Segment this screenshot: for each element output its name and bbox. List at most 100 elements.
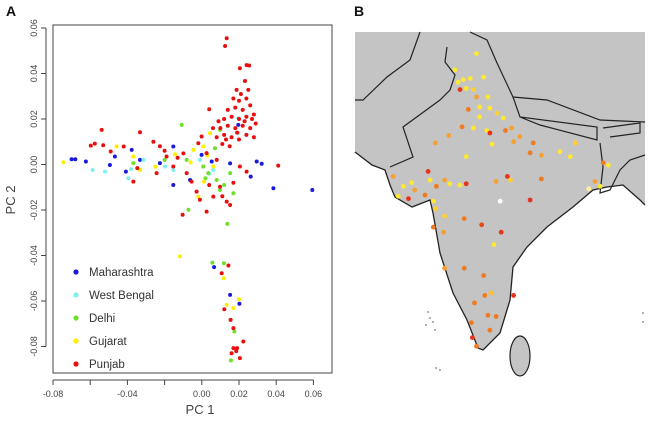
x-tick-label: 0.06 <box>305 389 323 399</box>
y-tick-label: -0.08 <box>29 336 39 357</box>
island <box>642 321 644 323</box>
point-punjab <box>151 139 156 144</box>
point-punjab <box>228 317 233 322</box>
point-delhi <box>203 176 208 181</box>
point-punjab <box>231 96 236 101</box>
map-sample-point <box>487 130 493 136</box>
map-sample-point <box>479 222 485 228</box>
island <box>429 317 431 319</box>
map-sample-point <box>467 76 473 81</box>
point-maharashtra <box>171 144 176 149</box>
map-sample-point <box>493 314 499 319</box>
point-west-bengal <box>163 164 167 169</box>
point-maharashtra <box>112 154 117 159</box>
panel-a: A -0.08 -0.04 0.00 0.02 0.04 0.06 -0.08-0.06-… <box>3 3 333 417</box>
map-sample-point <box>390 174 396 179</box>
y-axis: -0.08 -0.06 -0.04 -0.02 0.00 0.02 0.04 0.06 <box>29 19 47 357</box>
point-maharashtra <box>123 169 128 174</box>
map-sample-point <box>469 320 474 326</box>
point-punjab <box>244 96 249 101</box>
point-punjab <box>229 135 234 140</box>
map-sample-point <box>498 229 504 235</box>
map-sample-point <box>457 87 463 92</box>
point-delhi <box>228 171 233 176</box>
point-punjab <box>219 271 224 276</box>
point-punjab <box>135 166 140 171</box>
map-sample-point <box>406 196 411 202</box>
y-tick-label: -0.06 <box>29 291 39 312</box>
x-tick-label: -0.08 <box>43 389 64 399</box>
legend-label: Maharashtra <box>89 267 154 279</box>
point-punjab <box>243 79 247 83</box>
map-sample-point <box>434 183 439 189</box>
point-punjab <box>194 189 199 194</box>
map-sample-point <box>412 187 418 193</box>
point-maharashtra <box>83 159 88 164</box>
point-delhi <box>210 260 215 265</box>
point-punjab <box>216 119 221 124</box>
point-punjab <box>244 132 249 137</box>
point-delhi <box>214 178 219 182</box>
map-sample-point <box>459 124 465 130</box>
point-punjab <box>171 164 176 169</box>
point-punjab <box>253 121 258 126</box>
point-punjab <box>231 180 236 185</box>
legend-label: Gujarat <box>89 336 128 348</box>
map-sample-point <box>503 128 508 133</box>
map-sample-point <box>477 104 482 110</box>
map-sample-point <box>474 94 479 100</box>
point-punjab <box>220 142 225 146</box>
map-sample-point <box>489 141 495 147</box>
legend-label: West Bengal <box>89 290 154 302</box>
legend-marker <box>73 292 79 298</box>
point-punjab <box>231 326 236 331</box>
point-maharashtra <box>237 301 242 306</box>
point-gujarat <box>61 160 66 165</box>
point-gujarat <box>202 179 206 184</box>
point-punjab <box>214 135 219 140</box>
point-maharashtra <box>69 157 74 162</box>
map-sample-point <box>422 192 428 198</box>
map-sample-point <box>430 224 436 230</box>
legend: Maharashtra West Bengal Delhi Gujarat Punjab <box>73 267 154 371</box>
point-punjab <box>207 183 212 187</box>
point-punjab <box>240 107 245 112</box>
point-delhi <box>229 358 233 363</box>
map-sample-point <box>597 183 603 189</box>
point-maharashtra <box>228 161 233 166</box>
map-sample-point <box>481 74 487 80</box>
point-gujarat <box>153 164 158 169</box>
map-sample-point <box>432 140 438 146</box>
map-sample-point <box>427 177 433 183</box>
map-sample-point <box>442 177 447 183</box>
point-punjab <box>234 349 239 354</box>
y-tick-label: -0.04 <box>29 245 39 266</box>
y-tick-label: 0.06 <box>29 19 39 37</box>
y-tick-label: 0.00 <box>29 156 39 174</box>
point-punjab <box>233 126 238 131</box>
map-sample-point <box>530 140 536 146</box>
point-punjab <box>222 307 227 312</box>
point-punjab <box>229 351 234 356</box>
point-punjab <box>204 151 209 156</box>
point-punjab <box>234 87 239 92</box>
point-delhi <box>213 146 217 151</box>
map-sample-point <box>487 105 493 111</box>
point-gujarat <box>208 131 212 136</box>
point-punjab <box>225 107 230 112</box>
point-punjab <box>237 137 241 142</box>
x-tick-label: 0.02 <box>230 389 248 399</box>
island <box>642 312 644 314</box>
point-west-bengal <box>103 169 108 174</box>
point-punjab <box>235 346 240 351</box>
map-sample-point <box>511 139 516 145</box>
nepal-border <box>512 96 598 141</box>
point-gujarat <box>114 144 119 149</box>
point-punjab <box>162 148 167 153</box>
panel-label-b: B <box>354 3 364 19</box>
y-tick-label: 0.02 <box>29 110 39 128</box>
pakistan-border <box>389 46 456 168</box>
point-gujarat <box>201 144 206 149</box>
map-sample-point <box>606 162 611 168</box>
point-punjab <box>240 123 245 128</box>
